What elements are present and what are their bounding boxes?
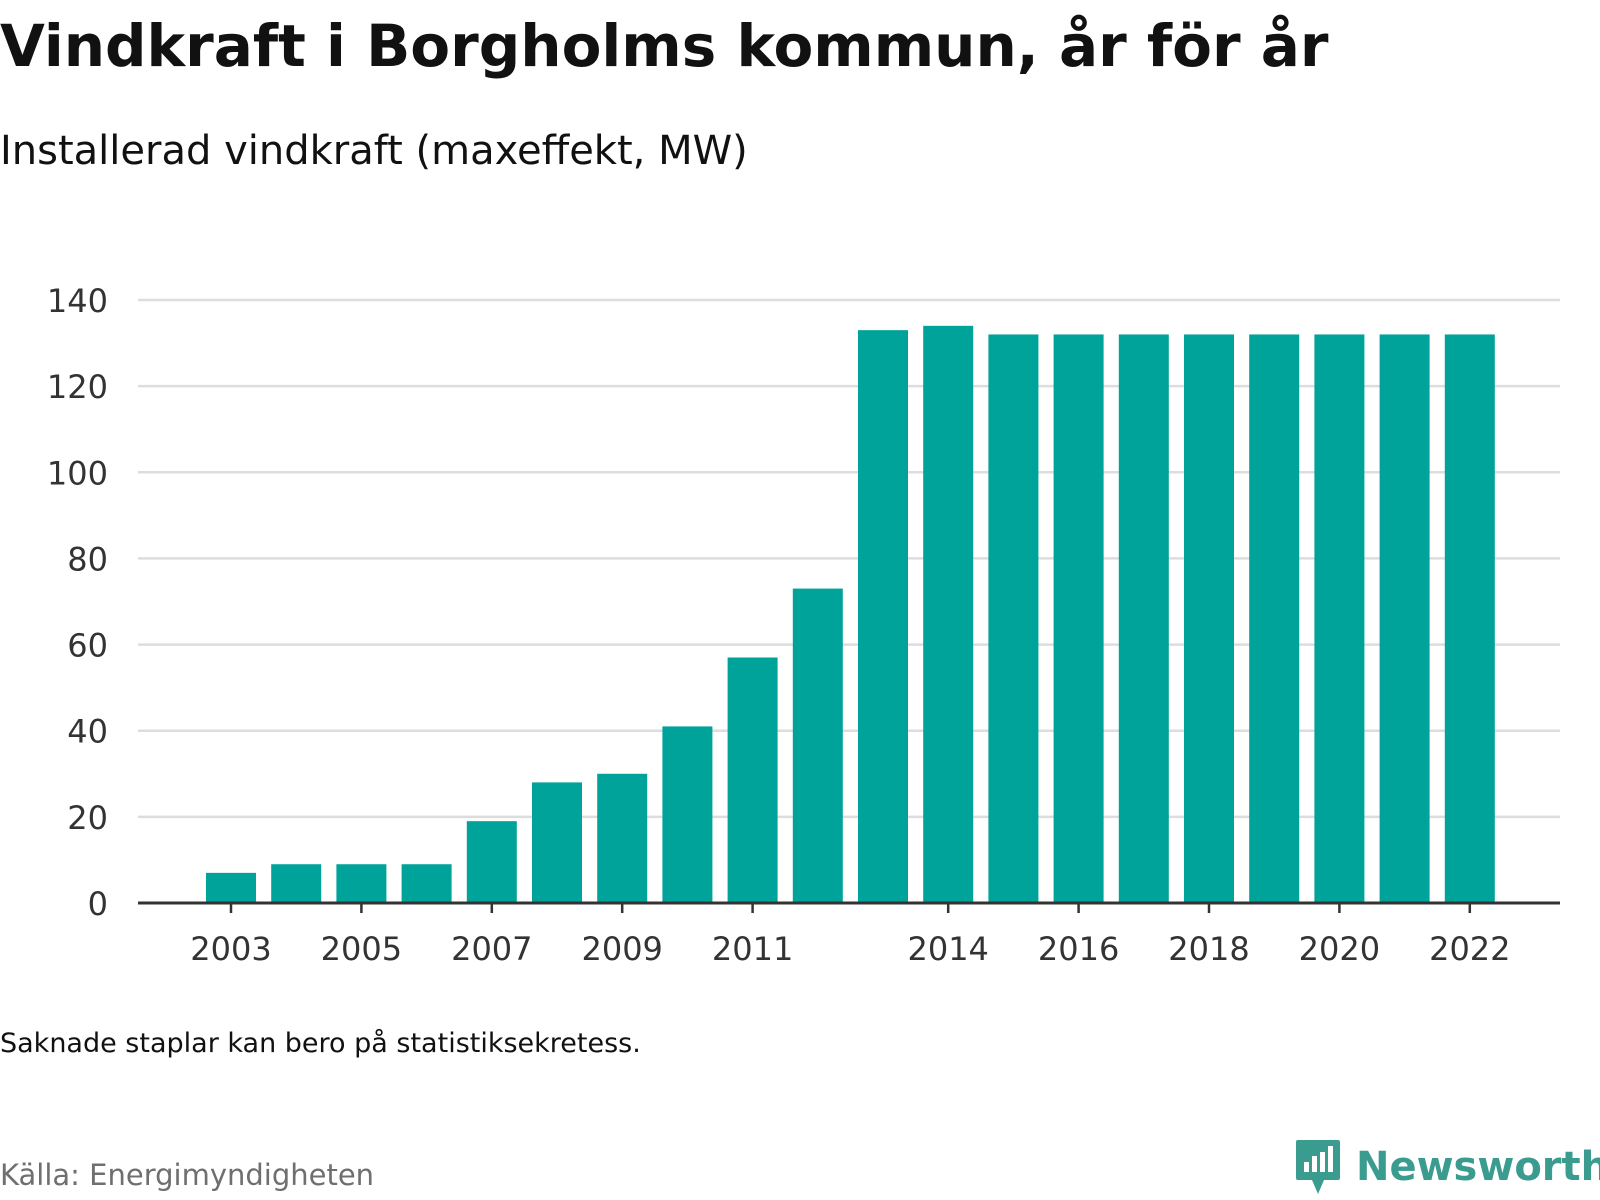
bar — [1118, 334, 1169, 903]
chart-title: Vindkraft i Borgholms kommun, år för år — [0, 12, 1329, 80]
bar — [336, 864, 387, 903]
bar — [597, 773, 648, 903]
y-tick-label: 0 — [88, 885, 108, 923]
bar — [466, 821, 517, 903]
bar — [858, 330, 908, 903]
x-tick-label: 2003 — [190, 930, 271, 968]
bar — [792, 588, 843, 903]
bar — [1053, 334, 1104, 903]
bar — [662, 726, 713, 903]
x-tick-label: 2018 — [1168, 930, 1249, 968]
chart-subtitle: Installerad vindkraft (maxeffekt, MW) — [0, 128, 748, 174]
bar — [401, 864, 452, 903]
newsworthy-logo-icon — [1296, 1140, 1340, 1194]
bar-chart: 0 20 40 60 80 100 120 140 2003 2005 2007 2009 2011 20… — [47, 282, 1560, 968]
y-tick-label: 100 — [47, 454, 108, 492]
bar — [1314, 334, 1365, 903]
x-tick-label: 2016 — [1038, 930, 1119, 968]
x-tick-label: 2011 — [712, 930, 793, 968]
x-tick-label: 2007 — [451, 930, 532, 968]
bar — [1249, 334, 1300, 903]
bar — [988, 334, 1039, 903]
bar — [727, 657, 778, 903]
y-tick-label: 120 — [47, 368, 108, 406]
footnote: Saknade staplar kan bero på statistiksek… — [0, 1028, 641, 1059]
bar — [206, 872, 256, 903]
y-tick-label: 60 — [67, 627, 108, 665]
x-tick-label: 2020 — [1299, 930, 1380, 968]
x-tick-label: 2005 — [321, 930, 402, 968]
bar — [1379, 334, 1430, 903]
bar — [923, 325, 974, 903]
brand-logo: Newsworthy — [1294, 1138, 1600, 1196]
source-credit: Källa: Energimyndigheten — [0, 1158, 375, 1192]
y-tick-label: 140 — [47, 282, 108, 320]
bar — [532, 782, 582, 903]
x-tick-label: 2009 — [581, 930, 662, 968]
y-tick-label: 20 — [67, 799, 108, 837]
x-tick-label: 2022 — [1429, 930, 1510, 968]
bar — [271, 864, 322, 903]
y-tick-label: 80 — [67, 540, 108, 578]
brand-name: Newsworthy — [1356, 1144, 1600, 1190]
bar — [1444, 334, 1495, 903]
x-tick-label: 2014 — [907, 930, 988, 968]
bar — [1184, 334, 1234, 903]
y-tick-label: 40 — [67, 713, 108, 751]
